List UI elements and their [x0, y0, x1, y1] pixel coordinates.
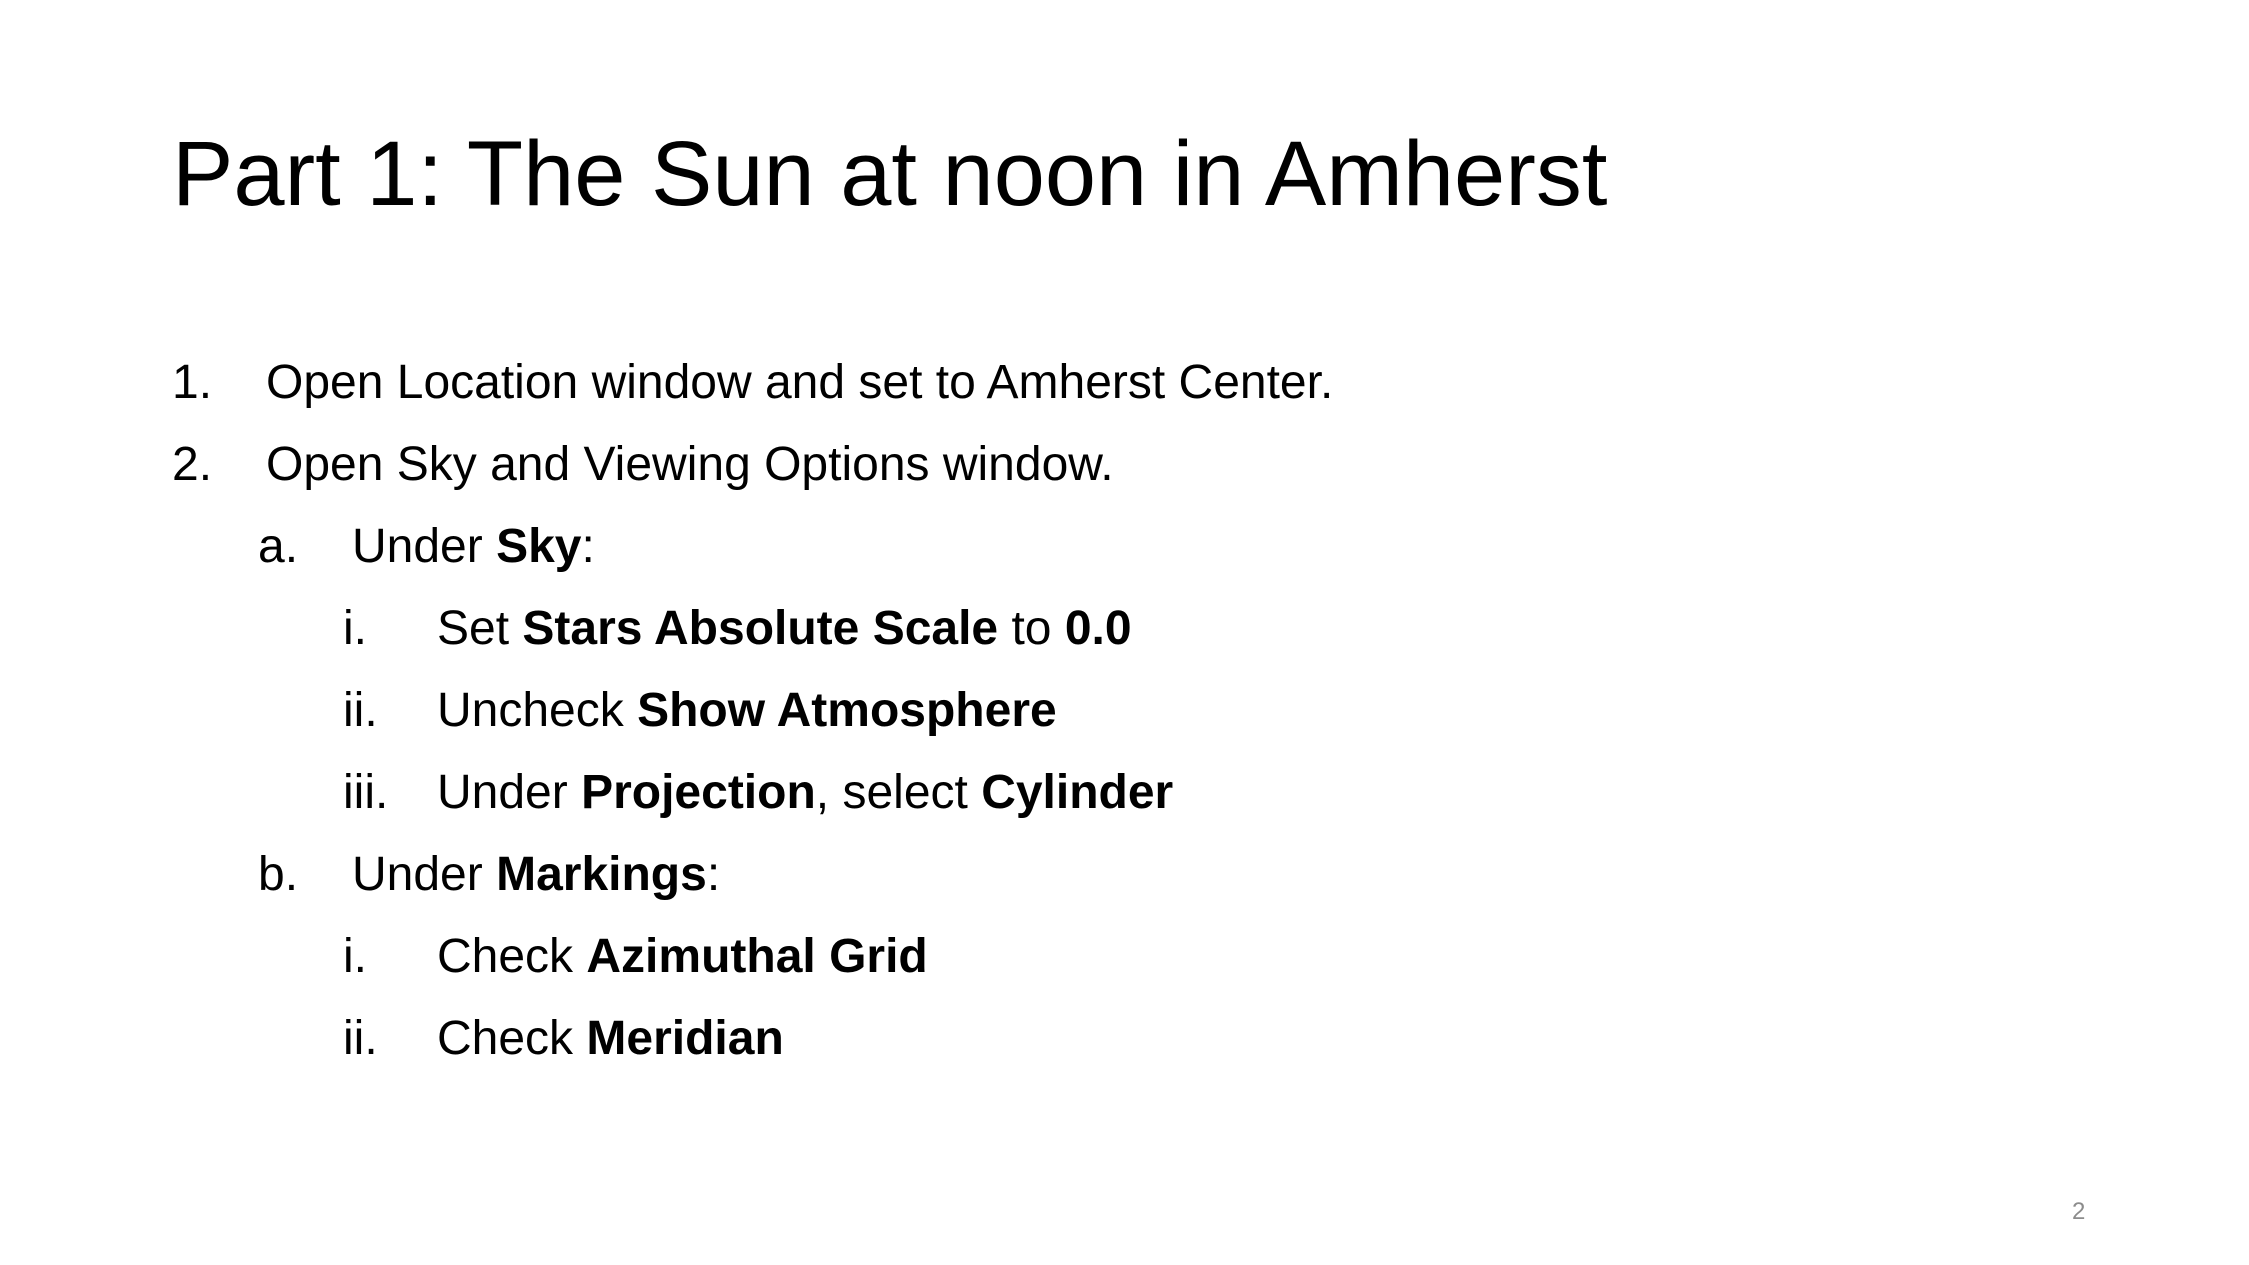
list-marker: ii. [343, 684, 378, 737]
list-item-text: Under Markings: [352, 851, 720, 899]
text-run: Check [437, 1012, 587, 1065]
page-number: 2 [2072, 1198, 2086, 1225]
bold-text: 0.0 [1064, 602, 1132, 655]
bold-text: Azimuthal Grid [586, 930, 928, 983]
text-run: to [998, 602, 1065, 655]
list-marker: 1. [172, 356, 213, 409]
list-marker: b. [258, 848, 299, 901]
list-item-text: Under Sky: [352, 523, 595, 571]
text-run: Check [437, 930, 587, 983]
list-item-text: Check Meridian [437, 1015, 784, 1063]
text-run: Uncheck [437, 684, 638, 737]
text-run: : [581, 520, 595, 573]
text-run: Under [437, 766, 582, 819]
list-item-text: Open Location window and set to Amherst … [266, 356, 1334, 409]
list-item-text: Under Projection, select Cylinder [437, 769, 1173, 817]
bold-text: Show Atmosphere [637, 684, 1057, 737]
list-marker: ii. [343, 1012, 378, 1065]
list-marker: iii. [343, 766, 389, 819]
bold-text: Stars Absolute Scale [522, 602, 999, 655]
slide-title: Part 1: The Sun at noon in Amherst [172, 123, 1608, 225]
list-marker: 2. [172, 438, 213, 491]
list-item-text: Set Stars Absolute Scale to 0.0 [437, 605, 1132, 653]
list-marker: i. [343, 930, 367, 983]
bold-text: Sky [496, 520, 582, 573]
bold-text: Cylinder [981, 766, 1174, 819]
bold-text: Projection [581, 766, 816, 819]
list-marker: i. [343, 602, 367, 655]
text-run: : [706, 848, 721, 901]
text-run: , select [815, 766, 982, 819]
list-item-text: Uncheck Show Atmosphere [437, 687, 1057, 735]
text-run: Set [437, 602, 523, 655]
list-marker: a. [258, 520, 299, 573]
list-item-text: Open Sky and Viewing Options window. [266, 438, 1114, 491]
bold-text: Meridian [586, 1012, 784, 1065]
bold-text: Markings [496, 848, 707, 901]
text-run: Under [352, 848, 497, 901]
text-run: Under [352, 520, 497, 573]
list-item-text: Check Azimuthal Grid [437, 933, 928, 981]
